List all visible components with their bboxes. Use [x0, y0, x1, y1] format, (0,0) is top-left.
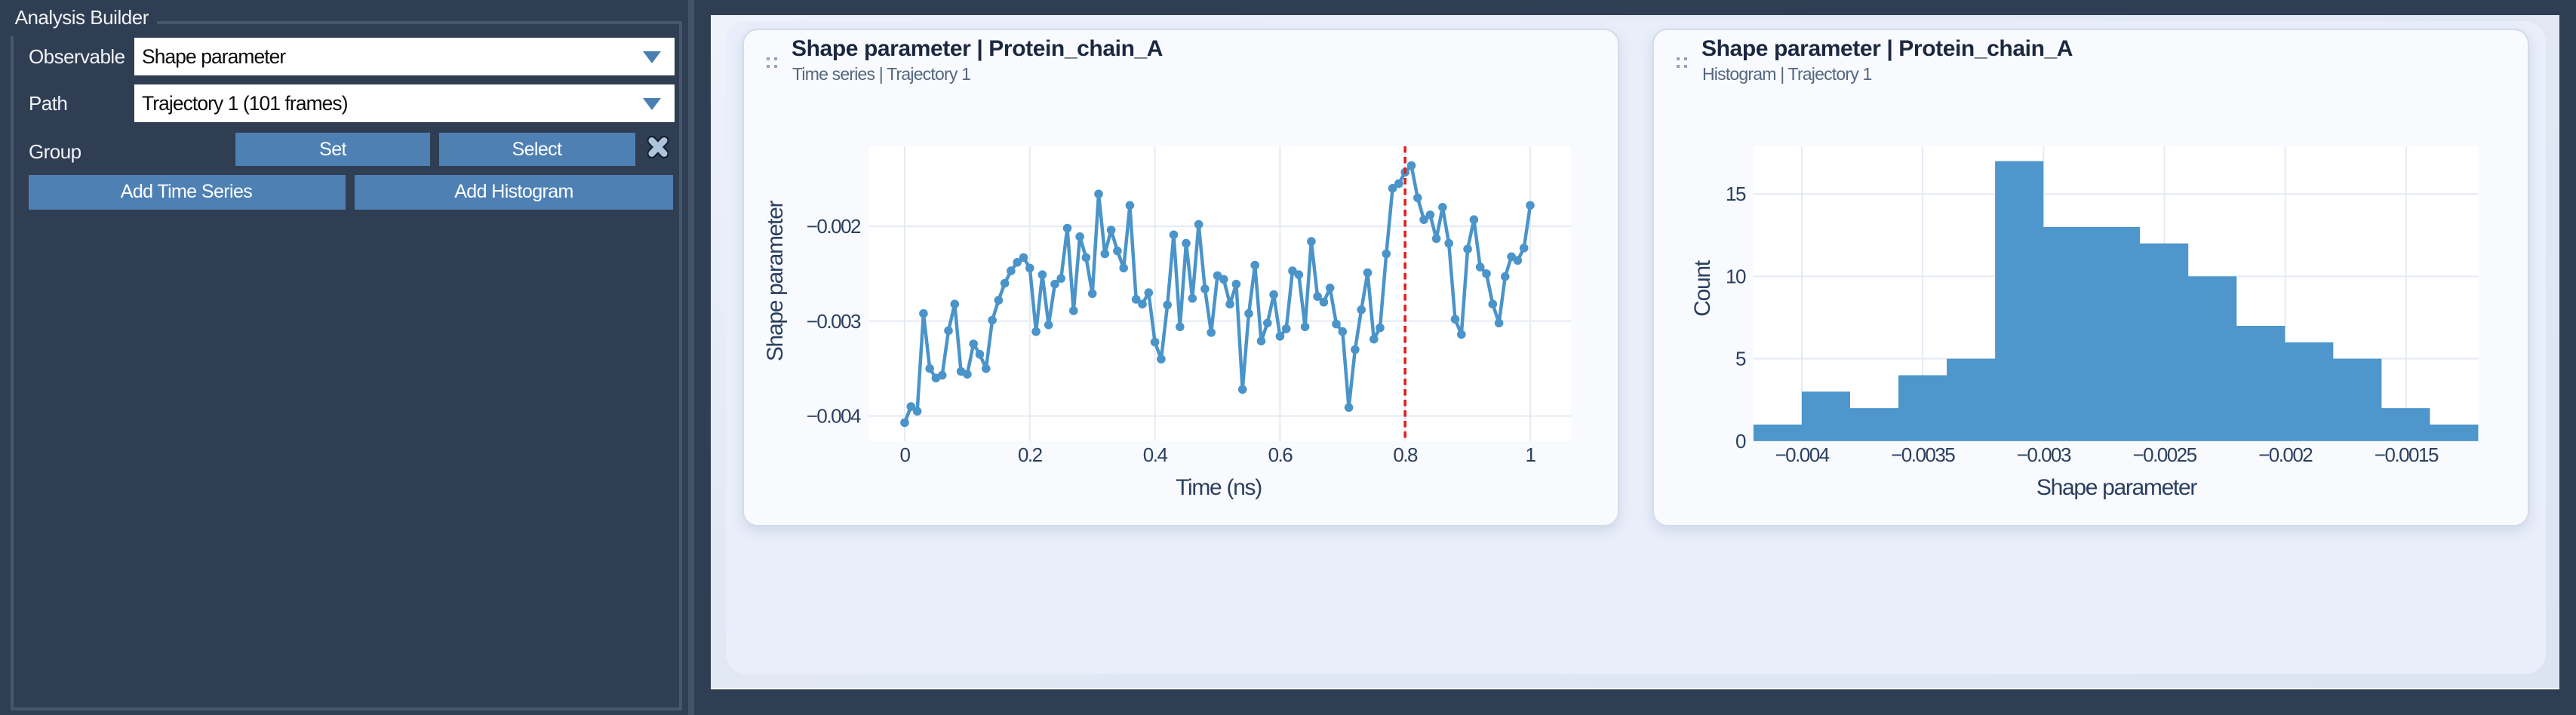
svg-text:0.4: 0.4 [1142, 443, 1167, 466]
svg-text:Count: Count [1689, 259, 1714, 316]
svg-text:0.8: 0.8 [1392, 443, 1417, 466]
svg-text:Time (ns): Time (ns) [1175, 475, 1261, 500]
svg-text:−0.003: −0.003 [806, 310, 860, 333]
svg-text:0: 0 [1735, 430, 1745, 453]
svg-text:−0.002: −0.002 [806, 215, 860, 238]
svg-text:0.2: 0.2 [1017, 443, 1042, 466]
svg-text:0.6: 0.6 [1268, 443, 1293, 466]
svg-text:5: 5 [1735, 348, 1745, 370]
svg-text:−0.004: −0.004 [806, 405, 860, 428]
svg-text:1: 1 [1525, 443, 1535, 466]
svg-text:Shape parameter: Shape parameter [762, 201, 787, 362]
svg-text:10: 10 [1725, 265, 1745, 287]
svg-text:−0.0025: −0.0025 [2132, 443, 2196, 466]
svg-text:−0.004: −0.004 [1774, 443, 1828, 466]
svg-text:Shape parameter: Shape parameter [2036, 475, 2196, 500]
svg-text:−0.0035: −0.0035 [1890, 443, 1954, 466]
svg-text:15: 15 [1725, 183, 1745, 205]
svg-text:0: 0 [899, 443, 910, 466]
svg-text:−0.003: −0.003 [2016, 443, 2070, 466]
svg-text:−0.002: −0.002 [2258, 443, 2312, 466]
svg-text:−0.0015: −0.0015 [2374, 443, 2438, 466]
